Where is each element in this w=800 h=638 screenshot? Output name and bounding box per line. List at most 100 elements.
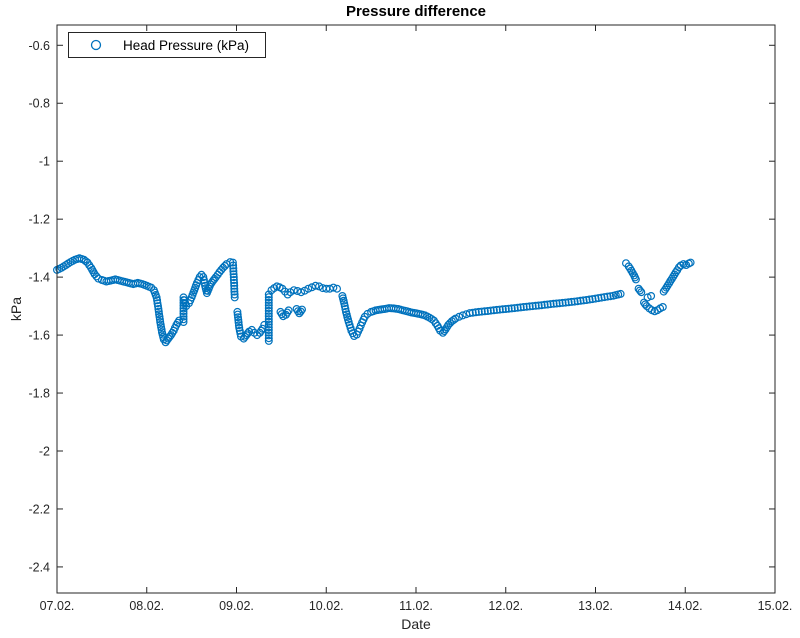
- data-point-marker: [234, 321, 243, 330]
- data-point-marker: [155, 315, 164, 324]
- data-point-marker: [495, 305, 504, 314]
- data-point-marker: [591, 294, 600, 303]
- data-point-marker: [264, 334, 273, 343]
- data-point-marker: [229, 261, 238, 270]
- data-point-marker: [289, 286, 298, 295]
- data-point-marker: [199, 276, 208, 285]
- data-point-marker: [304, 284, 313, 293]
- data-point-marker: [264, 309, 273, 318]
- data-point-marker: [264, 328, 273, 337]
- data-point-marker: [152, 293, 161, 302]
- data-point-marker: [647, 292, 656, 301]
- data-point-marker: [686, 258, 695, 267]
- data-point-marker: [264, 323, 273, 332]
- data-point-marker: [179, 309, 188, 318]
- axes-box: [56, 24, 776, 594]
- y-tick-label: -2.4: [28, 560, 50, 574]
- data-point-marker: [558, 298, 567, 307]
- y-tick-label: -2: [39, 445, 50, 459]
- data-point-marker: [641, 300, 650, 309]
- data-point-marker: [333, 284, 342, 293]
- data-point-marker: [573, 297, 582, 306]
- y-tick-label: -1.8: [28, 387, 50, 401]
- y-tick-label: -1.4: [28, 271, 50, 285]
- data-point-marker: [179, 315, 188, 324]
- data-point-marker: [498, 305, 507, 314]
- x-tick-label: 07.02.: [40, 599, 75, 613]
- y-tick-label: -2.2: [28, 502, 50, 516]
- data-point-marker: [329, 283, 338, 292]
- data-point-marker: [576, 296, 585, 305]
- data-point-marker: [175, 316, 184, 325]
- data-point-marker: [483, 307, 492, 316]
- data-point-marker: [311, 281, 320, 290]
- data-point-marker: [264, 312, 273, 321]
- data-point-marker: [600, 293, 609, 302]
- data-point-marker: [540, 300, 549, 309]
- y-tick-label: -1: [39, 155, 50, 169]
- legend-marker-circle: [90, 39, 102, 51]
- data-point-marker: [666, 277, 675, 286]
- data-point-marker: [230, 278, 239, 287]
- legend: Head Pressure (kPa): [68, 32, 267, 58]
- data-point-marker: [234, 313, 243, 322]
- data-point-marker: [234, 315, 243, 324]
- data-point-marker: [220, 262, 229, 271]
- data-point-marker: [340, 302, 349, 311]
- data-point-marker: [501, 305, 510, 314]
- data-point-marker: [233, 310, 242, 319]
- data-point-marker: [229, 267, 238, 276]
- data-point-marker: [264, 326, 273, 335]
- data-point-marker: [264, 298, 273, 307]
- data-point-marker: [284, 306, 293, 315]
- data-point-marker: [199, 273, 208, 282]
- y-tick-label: -1.2: [28, 213, 50, 227]
- data-point-marker: [594, 294, 603, 303]
- data-point-marker: [264, 320, 273, 329]
- data-point-marker: [606, 292, 615, 301]
- data-point-marker: [264, 331, 273, 340]
- data-point-marker: [264, 315, 273, 324]
- data-point-marker: [492, 305, 501, 314]
- data-point-marker: [471, 308, 480, 317]
- legend-marker-icon: [90, 39, 102, 51]
- data-point-marker: [567, 297, 576, 306]
- data-point-marker: [264, 317, 273, 326]
- data-point-marker: [661, 285, 670, 294]
- data-point-marker: [264, 304, 273, 313]
- data-point-marker: [465, 309, 474, 318]
- x-tick-label: 14.02.: [668, 599, 703, 613]
- data-point-marker: [235, 326, 244, 335]
- x-tick-label: 11.02.: [399, 599, 433, 613]
- data-point-marker: [597, 293, 606, 302]
- data-point-marker: [659, 287, 668, 296]
- data-point-marker: [179, 312, 188, 321]
- x-tick-label: 12.02.: [488, 599, 523, 613]
- data-point-marker: [537, 301, 546, 310]
- data-point-marker: [489, 306, 498, 315]
- chart-title: Pressure difference: [345, 3, 487, 20]
- data-point-marker: [531, 301, 540, 310]
- data-point-marker: [635, 286, 644, 295]
- data-point-marker: [228, 258, 237, 267]
- data-point-marker: [585, 295, 594, 304]
- data-point-marker: [455, 312, 464, 321]
- x-tick-label: 09.02.: [219, 599, 254, 613]
- data-point-marker: [549, 299, 558, 308]
- data-point-marker: [516, 303, 525, 312]
- data-point-marker: [229, 273, 238, 282]
- legend-label: Head Pressure (kPa): [123, 37, 250, 53]
- data-point-marker: [603, 292, 612, 301]
- data-point-marker: [154, 307, 163, 316]
- data-point-marker: [229, 270, 238, 279]
- x-tick-label: 08.02.: [129, 599, 164, 613]
- data-point-marker: [522, 302, 531, 311]
- y-tick-label: -0.8: [28, 97, 50, 111]
- data-point-marker: [561, 298, 570, 307]
- data-point-marker: [229, 276, 238, 285]
- data-point-marker: [427, 315, 436, 324]
- data-point-marker: [230, 284, 239, 293]
- data-point-marker: [552, 299, 561, 308]
